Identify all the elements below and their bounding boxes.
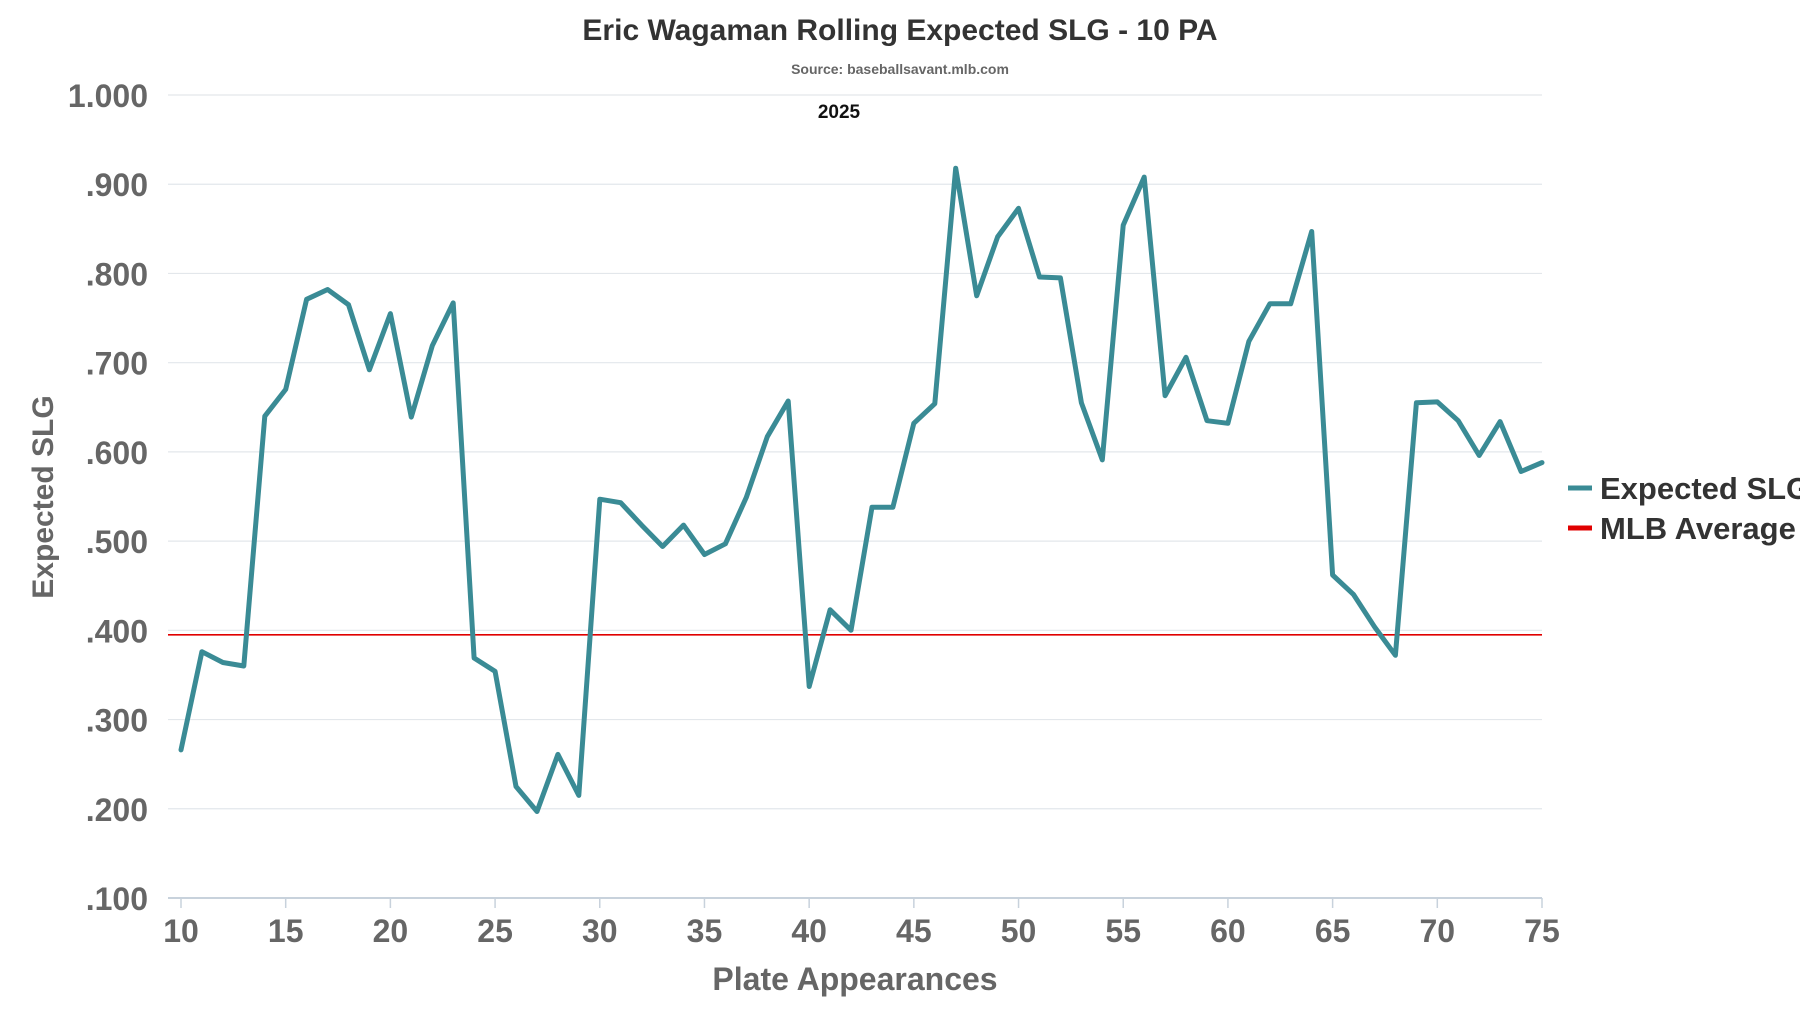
year-annotation: 2025 bbox=[818, 102, 861, 123]
expected-slg-line bbox=[178, 165, 1545, 814]
chart-subtitle: Source: baseballsavant.mlb.com bbox=[791, 61, 1009, 77]
x-axis-title: Plate Appearances bbox=[712, 961, 997, 997]
legend-item-mlb-average[interactable]: MLB Average bbox=[1568, 511, 1796, 546]
x-tick-label: 75 bbox=[1524, 913, 1560, 949]
x-tick-label: 20 bbox=[373, 913, 409, 949]
y-tick-label: .200 bbox=[86, 792, 148, 828]
y-tick-label: .900 bbox=[86, 167, 148, 203]
x-tick-label: 55 bbox=[1105, 913, 1141, 949]
x-tick-label: 70 bbox=[1420, 913, 1456, 949]
chart-title: Eric Wagaman Rolling Expected SLG - 10 P… bbox=[582, 14, 1217, 47]
x-tick-label: 60 bbox=[1210, 913, 1246, 949]
y-tick-label: .500 bbox=[86, 524, 148, 560]
x-tick-label: 15 bbox=[268, 913, 304, 949]
y-tick-label: .700 bbox=[86, 346, 148, 382]
x-tick-label: 40 bbox=[791, 913, 827, 949]
legend-item-expected-slg[interactable]: Expected SLG bbox=[1568, 471, 1800, 506]
y-tick-label: .600 bbox=[86, 435, 148, 471]
x-axis-ticks: 10 15 20 25 30 35 40 45 50 55 60 65 70 75 bbox=[163, 898, 1560, 949]
x-tick-label: 35 bbox=[687, 913, 723, 949]
y-tick-label: .300 bbox=[86, 703, 148, 739]
x-tick-label: 30 bbox=[582, 913, 618, 949]
y-tick-label: .800 bbox=[86, 256, 148, 292]
y-axis-title: Expected SLG bbox=[27, 395, 60, 598]
y-axis-ticks: .100 .200 .300 .400 .500 .600 .700 .800 .900 1.00… bbox=[68, 78, 148, 917]
x-tick-label: 45 bbox=[896, 913, 932, 949]
legend-label: MLB Average bbox=[1600, 511, 1796, 546]
y-tick-label: .400 bbox=[86, 613, 148, 649]
series-lines bbox=[178, 165, 1545, 814]
legend[interactable]: Expected SLG MLB Average bbox=[1568, 471, 1800, 546]
y-tick-label: .100 bbox=[86, 881, 148, 917]
gridlines bbox=[168, 94, 1542, 810]
x-tick-label: 65 bbox=[1315, 913, 1351, 949]
legend-label: Expected SLG bbox=[1600, 471, 1800, 506]
x-tick-label: 50 bbox=[1001, 913, 1037, 949]
x-tick-label: 25 bbox=[477, 913, 513, 949]
y-tick-label: 1.000 bbox=[68, 78, 148, 114]
x-tick-label: 10 bbox=[163, 913, 199, 949]
